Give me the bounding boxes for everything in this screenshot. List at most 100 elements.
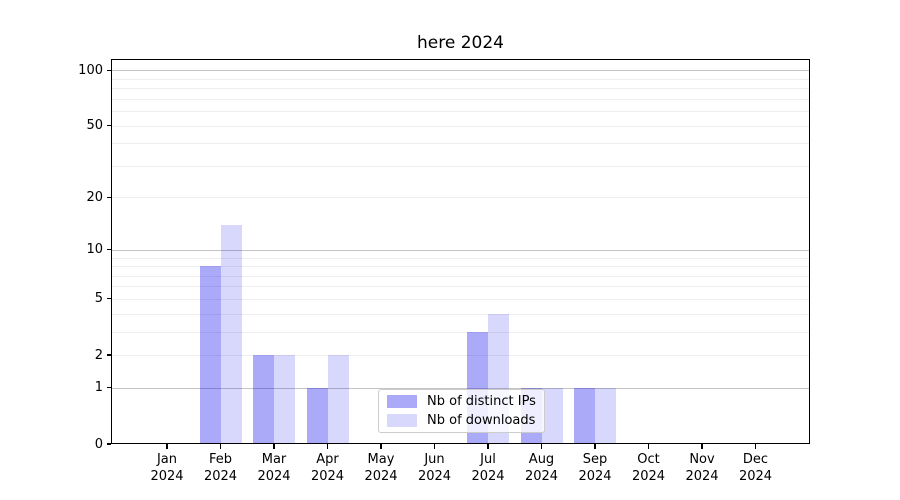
gridline-minor [112, 143, 809, 145]
y-tick-label: 0 [94, 436, 103, 452]
gridline-minor [112, 88, 809, 90]
legend-entry-distinct-ips: Nb of distinct IPs [387, 394, 536, 409]
x-tick-month: Feb [208, 452, 233, 467]
x-tick-month: Jun [424, 452, 445, 467]
legend-swatch-downloads [387, 414, 417, 427]
gridline-minor [112, 266, 809, 267]
gridline-minor [112, 111, 809, 113]
y-tick [107, 387, 111, 389]
x-tick-year: 2024 [578, 469, 612, 484]
gridline-minor [112, 313, 809, 315]
bar-ips-feb [199, 266, 221, 444]
x-tick-year: 2024 [203, 469, 238, 484]
bar-ips-sep [574, 387, 595, 444]
y-tick-label: 5 [94, 291, 103, 307]
x-tick-month: Sep [582, 452, 608, 467]
y-tick [107, 69, 111, 71]
x-tick-year: 2024 [310, 469, 345, 484]
x-tick-month: Oct [637, 452, 660, 467]
x-tick-label-jun: Jun 2024 [407, 451, 463, 485]
x-tick [647, 444, 650, 449]
gridline-major [112, 70, 809, 72]
legend-label-distinct-ips: Nb of distinct IPs [427, 394, 536, 409]
x-tick-label-jul: Jul 2024 [460, 451, 516, 485]
bar-downloads-sep [595, 387, 616, 444]
x-tick-label-apr: Apr 2024 [300, 451, 356, 485]
gridline-major [112, 387, 809, 389]
gridline-minor [112, 125, 809, 127]
y-tick [107, 354, 111, 356]
bar-ips-apr [306, 387, 328, 444]
y-tick-label: 20 [86, 189, 103, 205]
gridline-minor [112, 331, 809, 333]
x-tick-month: Aug [528, 452, 555, 467]
y-tick [107, 298, 111, 300]
y-tick-label: 2 [94, 347, 103, 363]
x-tick-month: Mar [261, 452, 287, 467]
x-tick [487, 444, 489, 449]
x-tick-label-mar: Mar 2024 [246, 451, 302, 485]
bar-downloads-aug [541, 387, 563, 444]
x-tick-month: Jul [480, 452, 496, 467]
x-tick-label-may: May 2024 [353, 451, 409, 485]
y-tick [107, 443, 111, 445]
y-tick-label: 100 [78, 62, 103, 78]
bar-downloads-mar [274, 355, 295, 444]
x-tick-year: 2024 [150, 469, 184, 484]
x-tick-year: 2024 [524, 469, 559, 484]
gridline-minor [112, 78, 809, 80]
gridline-minor [112, 165, 809, 167]
x-tick-month: Jan [156, 452, 178, 467]
x-tick [166, 444, 168, 449]
x-tick [219, 444, 222, 449]
bar-downloads-feb [220, 224, 242, 444]
y-tick-label: 1 [94, 380, 103, 396]
y-tick [107, 125, 111, 127]
x-tick-label-nov: Nov 2024 [674, 451, 730, 485]
x-tick-year: 2024 [364, 469, 398, 484]
legend: Nb of distinct IPs Nb of downloads [378, 389, 545, 433]
x-tick-label-aug: Aug 2024 [514, 451, 570, 485]
x-tick-year: 2024 [471, 469, 505, 484]
x-tick-label-feb: Feb 2024 [193, 451, 249, 485]
legend-entry-downloads: Nb of downloads [387, 413, 536, 428]
x-tick-label-jan: Jan 2024 [139, 451, 195, 485]
x-tick-month: Apr [316, 452, 339, 467]
x-tick-label-sep: Sep 2024 [567, 451, 623, 485]
x-tick [273, 444, 275, 449]
gridline-minor [112, 98, 809, 100]
legend-label-downloads: Nb of downloads [427, 413, 536, 428]
x-tick-month: Nov [689, 452, 715, 467]
x-tick-year: 2024 [257, 469, 291, 484]
gridline-minor [112, 197, 809, 199]
y-tick-label: 10 [86, 242, 103, 258]
x-tick [433, 444, 436, 449]
bar-ips-mar [253, 355, 274, 444]
y-tick [107, 196, 111, 198]
x-tick-year: 2024 [738, 469, 773, 484]
y-tick-label: 50 [86, 118, 103, 134]
gridline-minor [112, 355, 809, 356]
x-tick [754, 444, 757, 449]
chart-title: here 2024 [417, 33, 504, 53]
y-tick [107, 249, 111, 251]
x-tick [594, 444, 596, 449]
bar-downloads-apr [327, 355, 349, 444]
gridline-major [112, 249, 809, 251]
x-tick-label-dec: Dec 2024 [728, 451, 784, 485]
x-tick-year: 2024 [631, 469, 666, 484]
x-tick [326, 444, 329, 449]
x-tick-year: 2024 [417, 469, 452, 484]
x-tick-month: May [367, 452, 395, 467]
x-tick [701, 444, 703, 449]
gridline-minor [112, 286, 809, 288]
gridline-minor [112, 257, 809, 259]
x-tick-label-oct: Oct 2024 [621, 451, 677, 485]
legend-swatch-distinct-ips [387, 395, 417, 408]
x-tick-year: 2024 [685, 469, 719, 484]
gridline-minor [112, 298, 809, 300]
x-tick [380, 444, 382, 449]
gridline-minor [112, 275, 809, 277]
x-tick [540, 444, 543, 449]
